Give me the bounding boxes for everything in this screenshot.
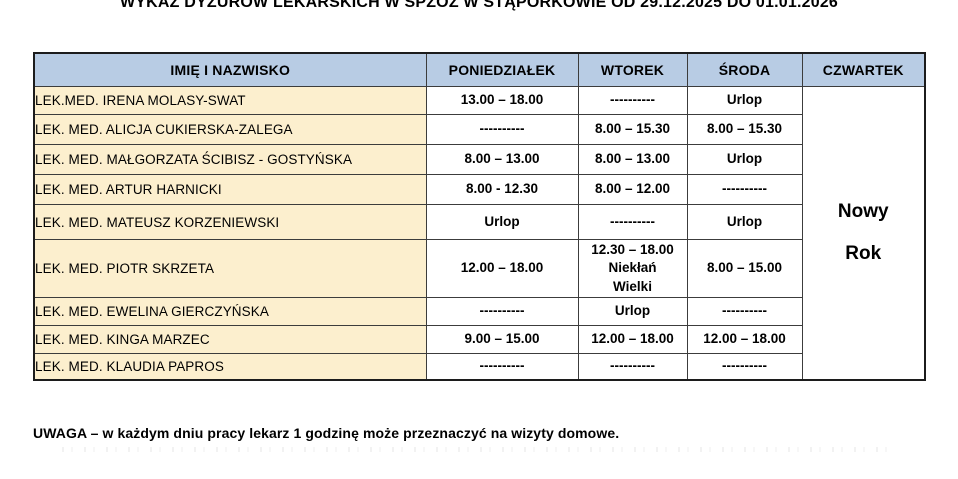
doctor-name: LEK. MED. MAŁGORZATA ŚCIBISZ - GOSTYŃSKA bbox=[33, 144, 427, 175]
tuesday-cell: 8.00 – 13.00 bbox=[577, 144, 688, 175]
column-header-monday: PONIEDZIAŁEK bbox=[425, 52, 579, 87]
duty-schedule-table: IMIĘ I NAZWISKO PONIEDZIAŁEK WTOREK ŚROD… bbox=[33, 52, 926, 381]
wednesday-cell: ---------- bbox=[686, 174, 803, 205]
tuesday-cell: 8.00 – 12.00 bbox=[577, 174, 688, 205]
header-row: IMIĘ I NAZWISKO PONIEDZIAŁEK WTOREK ŚROD… bbox=[33, 52, 926, 87]
column-header-tuesday: WTOREK bbox=[577, 52, 688, 87]
table-row: LEK. MED. ARTUR HARNICKI 8.00 - 12.30 8.… bbox=[33, 174, 925, 205]
wednesday-cell: 8.00 – 15.00 bbox=[686, 239, 803, 298]
monday-cell: Urlop bbox=[425, 204, 579, 240]
wednesday-cell: ---------- bbox=[686, 297, 803, 326]
table-row: LEK. MED. ALICJA CUKIERSKA-ZALEGA ------… bbox=[33, 114, 925, 145]
wednesday-cell: Urlop bbox=[686, 86, 803, 115]
wednesday-cell: Urlop bbox=[686, 144, 803, 175]
doctor-name: LEK.MED. IRENA MOLASY-SWAT bbox=[33, 86, 427, 115]
doctor-name: LEK. MED. ARTUR HARNICKI bbox=[33, 174, 427, 205]
tuesday-cell: 12.30 – 18.00 Niekłań Wielki bbox=[577, 239, 688, 298]
doctor-name: LEK. MED. ALICJA CUKIERSKA-ZALEGA bbox=[33, 114, 427, 145]
table-row: LEK. MED. KLAUDIA PAPROS ---------- ----… bbox=[33, 353, 925, 380]
document-title: WYKAZ DYŻURÓW LEKARSKICH W SPZOZ W STĄPO… bbox=[119, 0, 839, 11]
monday-cell: 8.00 – 13.00 bbox=[425, 144, 579, 175]
doctor-name: LEK. MED. KLAUDIA PAPROS bbox=[33, 353, 427, 380]
table-row: LEK. MED. EWELINA GIERCZYŃSKA ----------… bbox=[33, 297, 925, 326]
doctor-name: LEK. MED. PIOTR SKRZETA bbox=[33, 239, 427, 298]
monday-cell: 8.00 - 12.30 bbox=[425, 174, 579, 205]
cropped-text-remnant bbox=[62, 447, 892, 452]
monday-cell: ---------- bbox=[425, 297, 579, 326]
tuesday-cell: Urlop bbox=[577, 297, 688, 326]
column-header-name: IMIĘ I NAZWISKO bbox=[33, 52, 427, 87]
table-row: LEK. MED. MAŁGORZATA ŚCIBISZ - GOSTYŃSKA… bbox=[33, 144, 925, 175]
table-row: LEK. MED. MATEUSZ KORZENIEWSKI Urlop ---… bbox=[33, 204, 925, 240]
wednesday-cell: 8.00 – 15.30 bbox=[686, 114, 803, 145]
tuesday-cell: 12.00 – 18.00 bbox=[577, 325, 688, 354]
wednesday-cell: 12.00 – 18.00 bbox=[686, 325, 803, 354]
table-row: LEK.MED. IRENA MOLASY-SWAT 13.00 – 18.00… bbox=[33, 86, 926, 380]
doctor-name: LEK. MED. KINGA MARZEC bbox=[33, 325, 427, 354]
monday-cell: 12.00 – 18.00 bbox=[425, 239, 579, 298]
column-header-wednesday: ŚRODA bbox=[686, 52, 803, 87]
monday-cell: ---------- bbox=[425, 114, 579, 145]
tuesday-cell: ---------- bbox=[577, 204, 688, 240]
wednesday-cell: ---------- bbox=[686, 353, 803, 380]
doctor-name: LEK. MED. EWELINA GIERCZYŃSKA bbox=[33, 297, 427, 326]
wednesday-cell: Urlop bbox=[686, 204, 803, 240]
doctor-name: LEK. MED. MATEUSZ KORZENIEWSKI bbox=[33, 204, 427, 240]
home-visits-note: UWAGA – w każdym dniu pracy lekarz 1 god… bbox=[33, 425, 620, 441]
tuesday-cell: 8.00 – 15.30 bbox=[577, 114, 688, 145]
duty-schedule-table-wrap: IMIĘ I NAZWISKO PONIEDZIAŁEK WTOREK ŚROD… bbox=[33, 52, 926, 381]
monday-cell: 9.00 – 15.00 bbox=[425, 325, 579, 354]
table-row: LEK. MED. KINGA MARZEC 9.00 – 15.00 12.0… bbox=[33, 325, 925, 354]
column-header-thursday: CZWARTEK bbox=[801, 52, 926, 87]
thursday-merged-cell: Nowy Rok bbox=[801, 86, 926, 380]
tuesday-cell: ---------- bbox=[577, 86, 688, 115]
tuesday-cell: ---------- bbox=[577, 353, 688, 380]
monday-cell: ---------- bbox=[425, 353, 579, 380]
table-row: LEK. MED. PIOTR SKRZETA 12.00 – 18.00 12… bbox=[33, 239, 925, 298]
monday-cell: 13.00 – 18.00 bbox=[425, 86, 579, 115]
